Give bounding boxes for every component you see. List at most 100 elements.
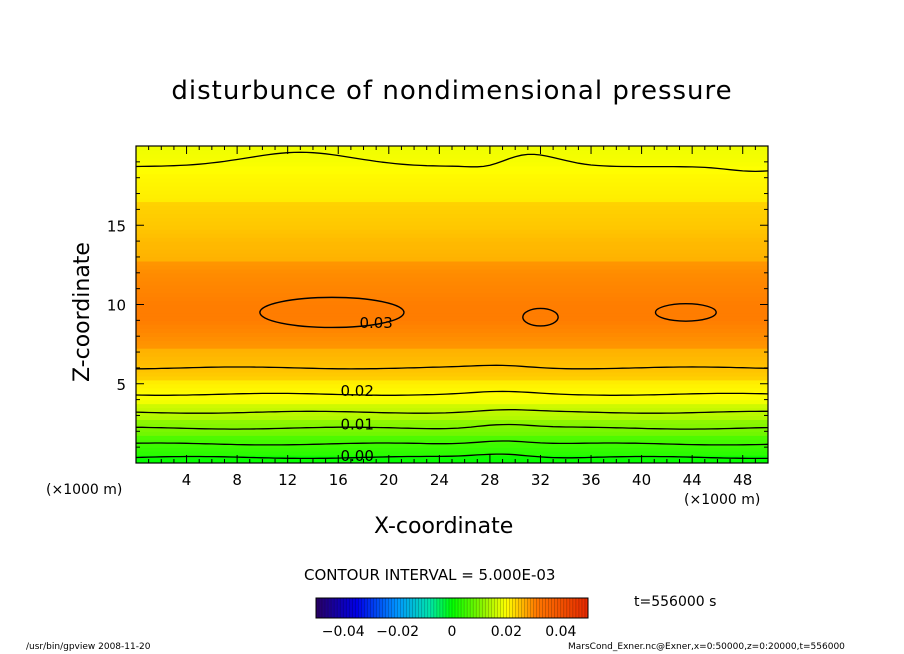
- colorbar: [315, 597, 589, 619]
- x-tick-label: 32: [531, 471, 550, 489]
- colorbar-cell: [421, 598, 426, 618]
- color-band: [136, 245, 768, 250]
- color-band: [136, 407, 768, 413]
- color-band: [136, 352, 768, 357]
- color-band: [136, 296, 768, 302]
- colorbar-cell: [337, 598, 341, 618]
- color-band: [136, 241, 768, 246]
- color-band: [136, 149, 768, 155]
- colorbar-cell: [349, 598, 353, 618]
- x-tick-label: 8: [232, 471, 242, 489]
- footer-left: /usr/bin/gpview 2008-11-20: [26, 642, 151, 652]
- color-band: [136, 332, 768, 337]
- color-band: [136, 324, 768, 329]
- colorbar-cell: [569, 598, 574, 618]
- colorbar-cell: [536, 598, 540, 618]
- colorbar-cell: [488, 598, 492, 618]
- color-band: [136, 455, 768, 460]
- colorbar-cell: [325, 598, 329, 618]
- color-band: [136, 340, 768, 345]
- color-band: [136, 193, 768, 199]
- color-band: [136, 356, 768, 361]
- colorbar-tick-label: 0.04: [545, 624, 577, 640]
- colorbar-cell: [527, 598, 531, 618]
- colorbar-cell: [415, 598, 420, 618]
- color-band: [136, 395, 768, 401]
- x-tick-label: 28: [480, 471, 499, 489]
- color-band: [136, 185, 768, 191]
- colorbar-cell: [343, 598, 347, 618]
- color-band: [136, 399, 768, 405]
- color-band: [136, 411, 768, 417]
- colorbar-cell: [464, 598, 468, 618]
- color-band: [136, 431, 768, 436]
- colorbar-cell: [397, 598, 401, 618]
- colorbar-cell: [476, 598, 480, 618]
- colorbar-cell: [409, 598, 414, 618]
- contour-line: [136, 440, 768, 446]
- colorbar-cell: [503, 598, 507, 618]
- color-band: [136, 439, 768, 444]
- x-unit-label: (×1000 m): [46, 482, 123, 498]
- color-band: [136, 280, 768, 286]
- colorbar-cell: [385, 598, 389, 618]
- colorbar-cell: [554, 598, 559, 618]
- colorbar-cell: [500, 598, 504, 618]
- color-band: [136, 423, 768, 428]
- colorbar-cell: [406, 598, 410, 618]
- color-band: [136, 300, 768, 306]
- colorbar-cell: [581, 598, 586, 618]
- colorbar-cell: [445, 598, 450, 618]
- colorbar-cell: [497, 598, 501, 618]
- colorbar-cell: [545, 598, 550, 618]
- colorbar-cell: [403, 598, 407, 618]
- x-tick-label: 36: [581, 471, 600, 489]
- colorbar-cell: [334, 598, 338, 618]
- color-band: [136, 249, 768, 254]
- color-band: [136, 435, 768, 440]
- colorbar-cell: [361, 598, 365, 618]
- contour-label: 0.01: [340, 415, 373, 433]
- colorbar-cell: [566, 598, 571, 618]
- color-band: [136, 383, 768, 389]
- contour-line: [136, 409, 768, 414]
- color-band: [136, 308, 768, 314]
- contour-line-closed: [654, 303, 717, 322]
- colorbar-cell: [572, 598, 577, 618]
- colorbar-cell: [452, 598, 456, 618]
- x-tick-label: 24: [430, 471, 449, 489]
- color-band: [136, 197, 768, 203]
- x-tick-label: 40: [632, 471, 651, 489]
- color-band: [136, 375, 768, 381]
- color-band: [136, 348, 768, 353]
- colorbar-cell: [340, 598, 344, 618]
- colorbar-cell: [512, 598, 516, 618]
- colorbar-tick-label: −0.02: [376, 624, 420, 640]
- color-band: [136, 225, 768, 230]
- colorbar-cell: [379, 598, 383, 618]
- colorbar-cell: [473, 598, 477, 618]
- colorbar-cell: [364, 598, 368, 618]
- color-band: [136, 304, 768, 310]
- colorbar-cell: [424, 598, 429, 618]
- contour-label: 0.02: [340, 382, 373, 400]
- colorbar-cell: [442, 598, 447, 618]
- color-band: [136, 213, 768, 218]
- contour-line: [136, 453, 768, 460]
- colorbar-cell: [530, 598, 534, 618]
- color-band: [136, 415, 768, 421]
- colorbar-cell: [563, 598, 568, 618]
- color-band: [136, 229, 768, 234]
- color-band: [136, 419, 768, 424]
- colorbar-cell: [518, 598, 522, 618]
- colorbar-cell: [400, 598, 404, 618]
- colorbar-cell: [491, 598, 495, 618]
- colorbar-cell: [331, 598, 335, 618]
- color-band: [136, 344, 768, 349]
- color-band: [136, 403, 768, 409]
- colorbar-cell: [509, 598, 513, 618]
- colorbar-tick-label: −0.04: [321, 624, 365, 640]
- color-band: [136, 177, 768, 183]
